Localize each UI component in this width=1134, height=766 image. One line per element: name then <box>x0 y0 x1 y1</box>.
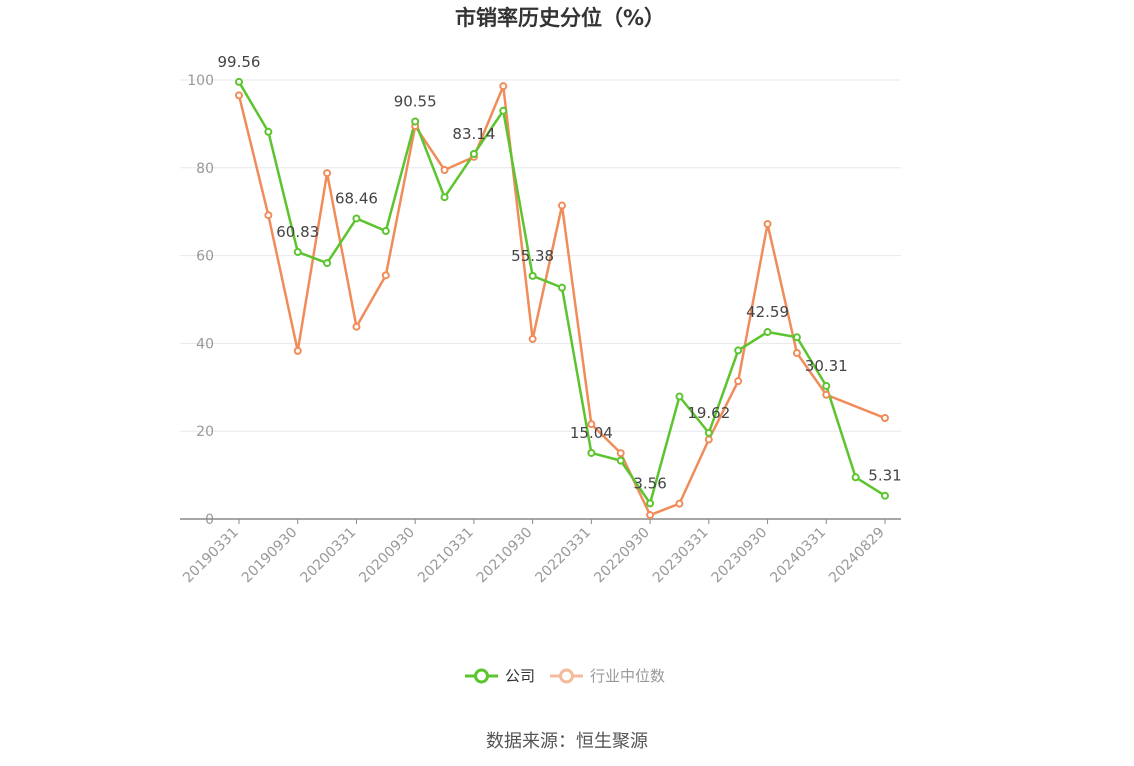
x-tick-label: 20220331 <box>532 525 594 587</box>
data-labels: 99.56 60.83 68.46 90.55 83.14 55.38 15.04 3.56 1… <box>218 53 902 492</box>
data-label: 60.83 <box>276 223 319 241</box>
data-point <box>763 219 772 228</box>
y-tick-label: 0 <box>205 512 214 528</box>
x-tick-label: 20230331 <box>650 525 712 587</box>
series-lines <box>237 81 886 517</box>
data-point <box>851 473 860 482</box>
data-point <box>528 271 537 280</box>
legend-label: 行业中位数 <box>590 667 665 685</box>
data-label: 55.38 <box>511 247 554 265</box>
data-point <box>881 414 889 423</box>
data-label: 99.56 <box>218 53 261 71</box>
x-axis: 2019033120190930202003312020093020210331… <box>180 518 901 587</box>
series-points <box>235 77 889 520</box>
data-point <box>323 259 332 268</box>
data-point <box>734 346 743 355</box>
data-point <box>235 77 243 86</box>
y-tick-label: 40 <box>196 336 214 352</box>
x-tick-label: 20240331 <box>767 525 829 587</box>
data-label: 68.46 <box>335 189 378 207</box>
data-label: 90.55 <box>394 92 437 110</box>
data-point <box>352 322 361 331</box>
data-point <box>792 333 801 342</box>
data-point <box>264 127 273 136</box>
x-tick-label: 20230930 <box>709 525 771 587</box>
legend-marker <box>474 668 489 684</box>
y-axis: 0 20 40 60 80 100 <box>187 73 214 528</box>
data-point <box>352 214 361 223</box>
legend-item-0[interactable]: 公司 <box>465 667 535 685</box>
data-point <box>763 328 772 337</box>
legend[interactable]: 公司 行业中位数 <box>465 667 665 685</box>
data-point <box>616 456 625 465</box>
x-tick-label: 20210930 <box>474 525 536 587</box>
data-point <box>235 91 243 100</box>
data-point <box>293 346 302 355</box>
x-tick-label: 20240829 <box>826 525 888 587</box>
data-point <box>587 448 596 457</box>
data-point <box>381 271 390 280</box>
data-point <box>881 491 889 500</box>
x-tick-label: 20190930 <box>239 525 301 587</box>
data-point <box>264 211 273 220</box>
data-point <box>675 392 684 401</box>
data-point <box>734 377 743 386</box>
data-point <box>558 283 566 292</box>
data-label: 19.62 <box>687 404 730 422</box>
data-point <box>646 511 655 520</box>
data-point <box>440 193 449 202</box>
legend-label: 公司 <box>505 667 535 685</box>
y-tick-label: 80 <box>196 161 214 177</box>
legend-marker <box>559 668 574 684</box>
data-point <box>323 169 332 178</box>
data-label: 42.59 <box>746 303 789 321</box>
data-label: 15.04 <box>570 424 613 442</box>
data-label: 30.31 <box>805 357 848 375</box>
data-point <box>587 420 596 429</box>
data-label: 3.56 <box>633 474 666 492</box>
data-point <box>646 499 655 508</box>
x-tick-label: 20210331 <box>415 525 477 587</box>
data-point <box>411 117 420 126</box>
x-tick-label: 20200331 <box>298 525 360 587</box>
data-point <box>558 201 566 210</box>
chart-title: 市销率历史分位（%） <box>455 6 665 30</box>
y-tick-label: 60 <box>196 249 214 265</box>
data-point <box>704 435 713 444</box>
data-point <box>792 349 801 358</box>
data-point <box>469 150 478 159</box>
data-label: 5.31 <box>868 467 901 485</box>
data-point <box>616 449 625 458</box>
data-point <box>381 227 390 236</box>
data-point <box>528 335 537 344</box>
data-point <box>675 499 684 508</box>
y-tick-label: 100 <box>187 73 214 89</box>
data-point <box>822 381 831 390</box>
data-point <box>704 428 713 437</box>
data-point <box>499 106 508 115</box>
series-line-1 <box>237 84 886 517</box>
data-point <box>440 165 449 174</box>
legend-item-1[interactable]: 行业中位数 <box>550 667 665 685</box>
series-line-0 <box>237 81 886 505</box>
data-point <box>499 82 508 91</box>
x-tick-label: 20200930 <box>356 525 418 587</box>
x-tick-label: 20190331 <box>180 525 242 587</box>
data-label: 83.14 <box>452 125 495 143</box>
y-tick-label: 20 <box>196 424 214 440</box>
source-note: 数据来源：恒生聚源 <box>486 731 648 752</box>
data-point <box>293 247 302 256</box>
x-tick-label: 20220930 <box>591 525 653 587</box>
data-point <box>822 390 831 399</box>
